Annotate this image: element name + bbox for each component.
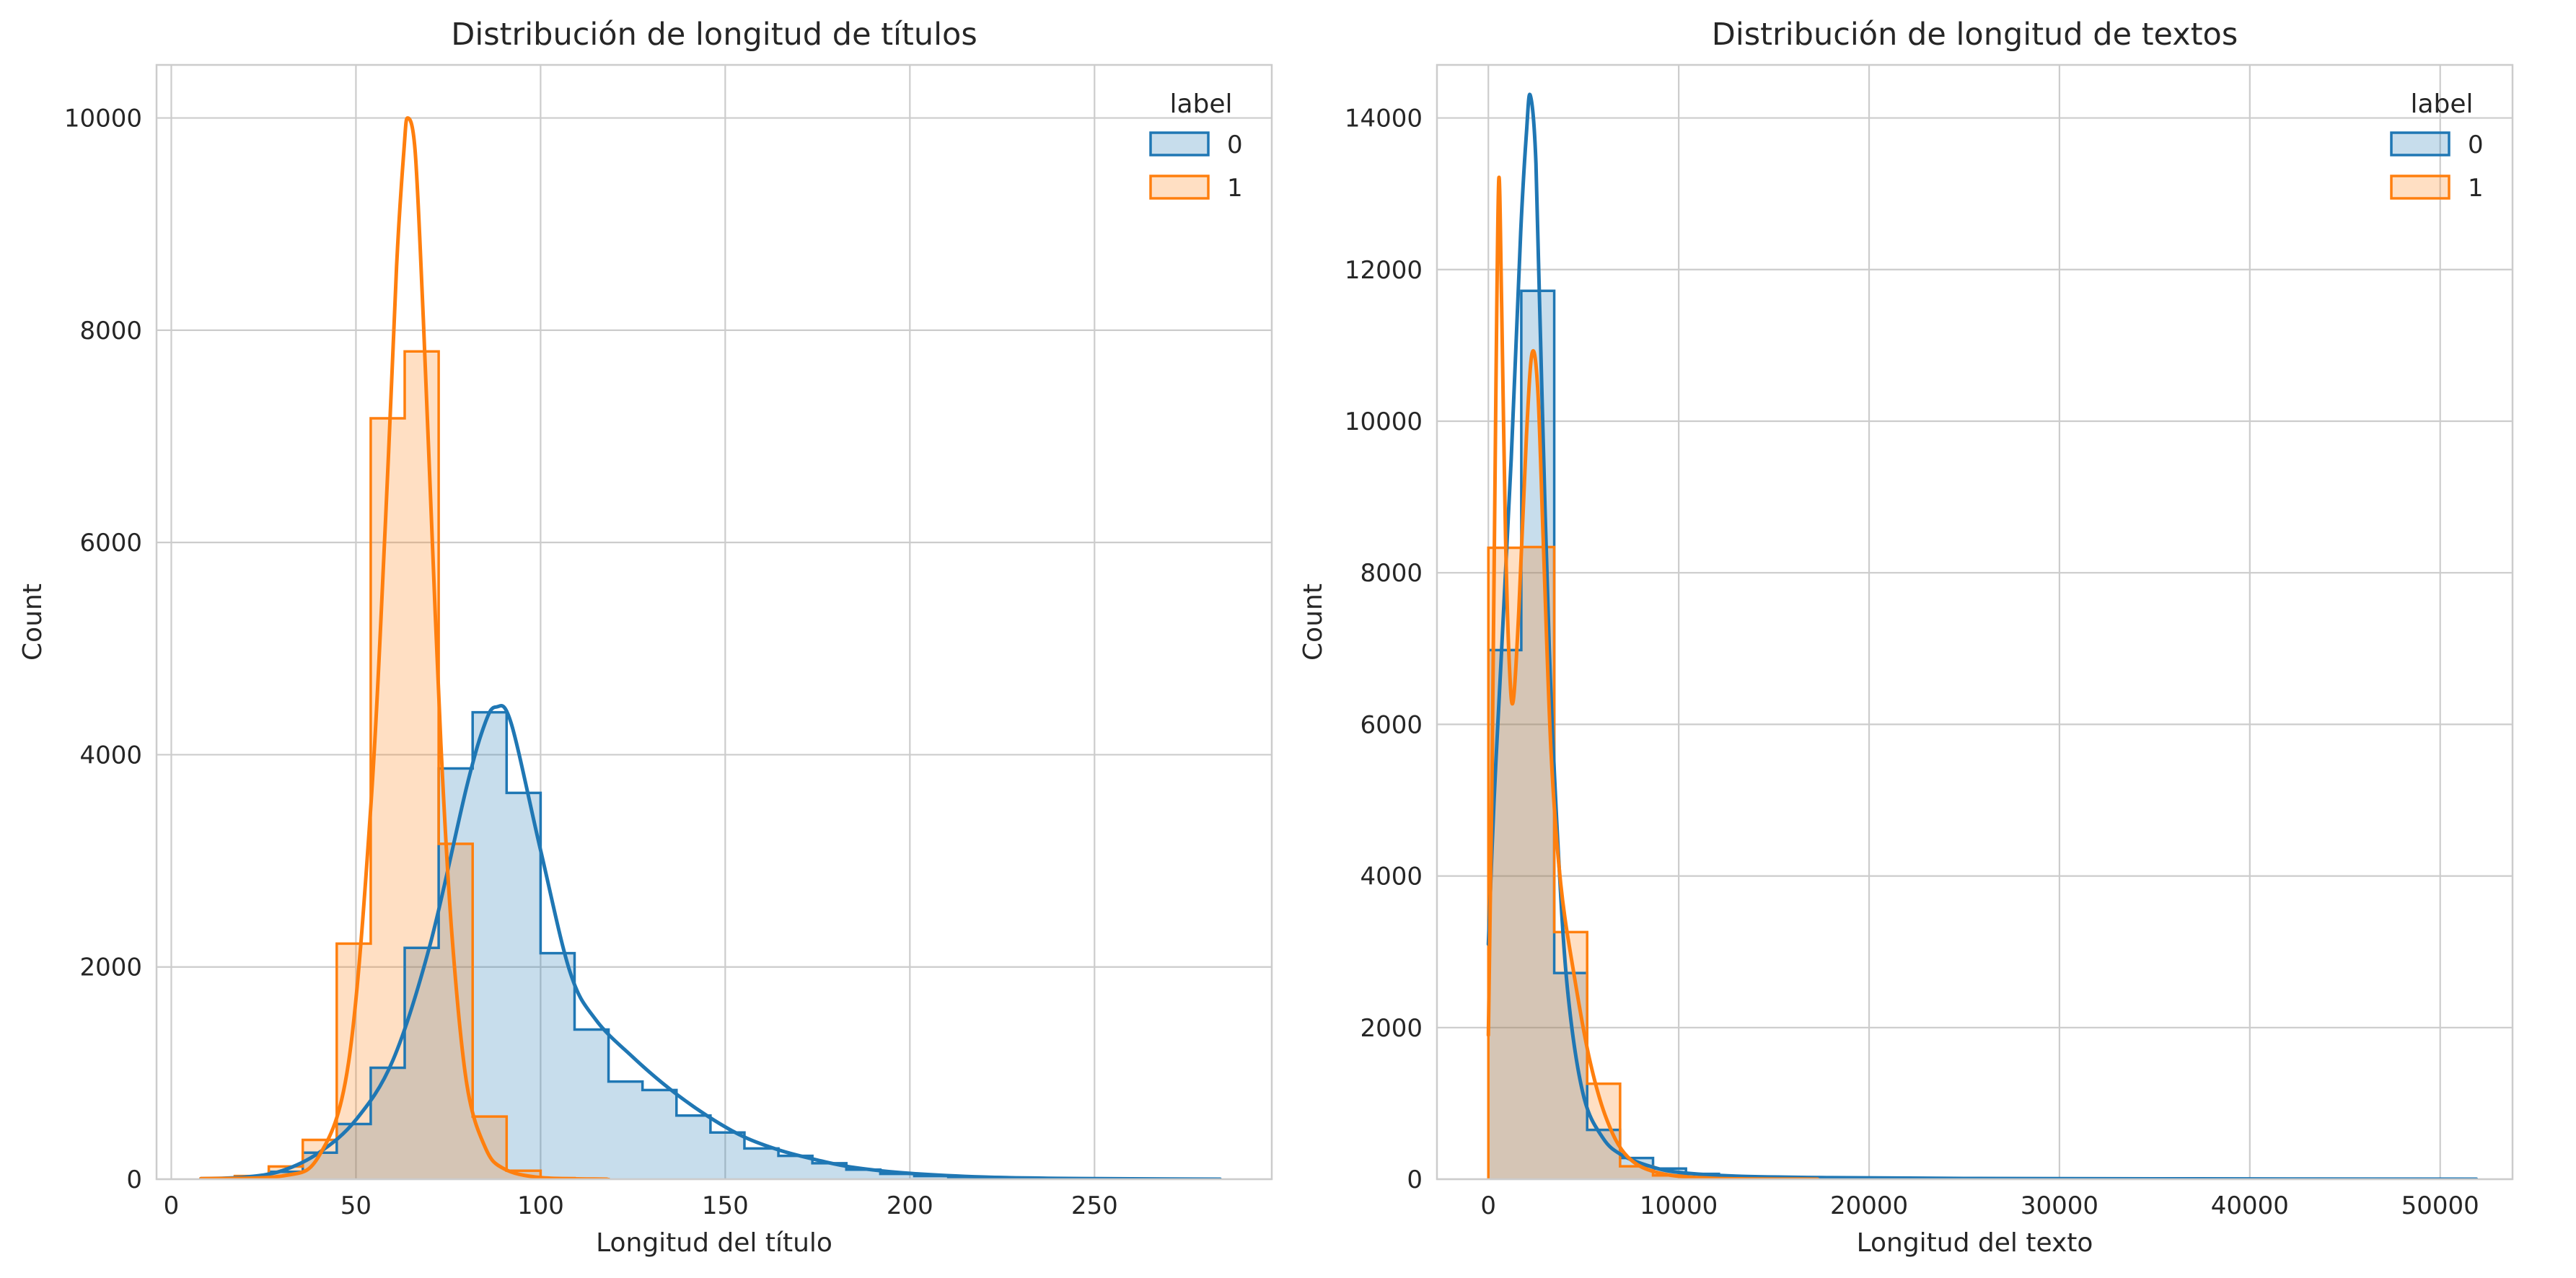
axes-frame	[1436, 63, 2514, 1181]
legend-label-0: 0	[2468, 131, 2484, 159]
hist-fill-series-1	[201, 351, 609, 1179]
x-tick-label: 0	[1480, 1191, 1496, 1220]
hist-step-series-0	[1487, 289, 2478, 1179]
y-tick-label: 2000	[1360, 1014, 1423, 1043]
kde-line-series-1	[1486, 175, 1820, 1179]
legend: label 0 1	[1149, 89, 1243, 203]
x-tick-label: 20000	[1830, 1191, 1908, 1220]
legend-swatch-0	[1149, 131, 1210, 157]
plot-area	[1486, 92, 2479, 1179]
x-tick-label: 150	[702, 1191, 749, 1220]
x-tick-label: 50000	[2401, 1191, 2479, 1220]
legend-label-1: 1	[1227, 174, 1243, 203]
y-tick-label: 6000	[1360, 710, 1423, 739]
legend-label-0: 0	[1227, 131, 1243, 159]
legend-title: label	[2410, 89, 2473, 119]
x-tick-label: 250	[1071, 1191, 1118, 1220]
hist-fill-series-1	[1488, 547, 1818, 1179]
y-tick-label: 0	[1407, 1165, 1423, 1194]
legend-swatch-0	[2390, 131, 2450, 157]
x-tick-label: 200	[887, 1191, 933, 1220]
legend-label-1: 1	[2468, 174, 2484, 203]
legend: label 0 1	[2390, 89, 2484, 203]
plot-area	[198, 116, 1222, 1179]
y-axis-label: Count	[18, 583, 48, 661]
y-tick-label: 4000	[79, 741, 142, 770]
y-tick-label: 0	[126, 1165, 142, 1194]
y-tick-label: 8000	[1360, 559, 1423, 588]
x-tick-label: 0	[164, 1191, 180, 1220]
y-tick-label: 4000	[1360, 863, 1423, 891]
x-tick-label: 40000	[2211, 1191, 2289, 1220]
legend-swatch-1	[1149, 175, 1210, 200]
kde-line-series-0	[198, 704, 1222, 1179]
y-tick-label: 2000	[79, 953, 142, 982]
y-tick-label: 6000	[79, 529, 142, 558]
x-tick-label: 50	[340, 1191, 372, 1220]
chart-title: Distribución de longitud de textos	[1712, 17, 2238, 53]
axes-frame	[155, 63, 1273, 1181]
y-tick-label: 12000	[1345, 256, 1423, 285]
chart-panel-0: 0 50 100 150 200 250 0 2000 4000 6000 8000 10000 Dis…	[18, 17, 1273, 1258]
y-axis-label: Count	[1298, 583, 1328, 661]
x-tick-label: 30000	[2021, 1191, 2098, 1220]
hist-fill-series-0	[1488, 291, 2476, 1179]
x-tick-label: 100	[517, 1191, 564, 1220]
legend-swatch-1	[2390, 175, 2450, 200]
x-axis-label: Longitud del texto	[1857, 1228, 2093, 1258]
y-tick-label: 10000	[64, 105, 142, 133]
y-tick-label: 10000	[1345, 407, 1423, 436]
y-tick-label: 8000	[79, 317, 142, 345]
chart-panel-1: 0 10000 20000 30000 40000 50000 0 2000 4000 6000 8…	[1298, 17, 2514, 1258]
kde-line-series-1	[198, 116, 610, 1179]
y-tick-label: 14000	[1345, 105, 1423, 133]
x-tick-label: 10000	[1640, 1191, 1718, 1220]
chart-title: Distribución de longitud de títulos	[451, 17, 977, 53]
x-axis-label: Longitud del título	[596, 1228, 832, 1258]
kde-line-series-0	[1486, 92, 2479, 1179]
legend-title: label	[1169, 89, 1232, 119]
